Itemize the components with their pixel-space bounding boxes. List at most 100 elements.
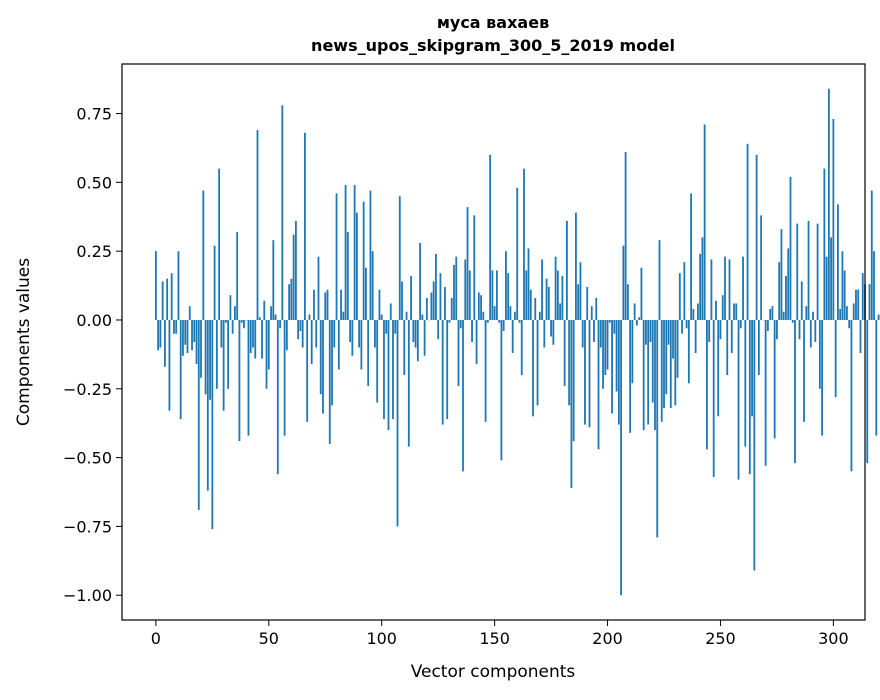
bar [442, 320, 444, 425]
bar [559, 303, 561, 320]
bar [275, 314, 277, 320]
bar [616, 320, 618, 392]
bar [862, 273, 864, 320]
bar [381, 314, 383, 320]
bar [733, 303, 735, 320]
bar [713, 320, 715, 477]
bar [557, 270, 559, 320]
bar [460, 320, 462, 328]
bar [498, 320, 500, 323]
bar [659, 240, 661, 320]
bar [525, 270, 527, 320]
bar [521, 320, 523, 375]
bar [290, 279, 292, 320]
bar [476, 320, 478, 364]
bar [239, 320, 241, 441]
bar [672, 320, 674, 359]
bar [835, 320, 837, 397]
bar [440, 273, 442, 320]
bar [577, 284, 579, 320]
bar [794, 320, 796, 463]
bar [193, 320, 195, 342]
bar [837, 204, 839, 320]
y-tick-label: 0.25 [76, 242, 112, 261]
bar [724, 257, 726, 320]
bar [720, 320, 722, 339]
bar [225, 320, 227, 323]
bar [313, 290, 315, 320]
bar [650, 320, 652, 342]
bar [875, 320, 877, 436]
bar [268, 320, 270, 370]
bar [753, 320, 755, 570]
bar [530, 290, 532, 320]
bar [729, 259, 731, 320]
x-tick-label: 300 [818, 629, 849, 648]
bar [571, 320, 573, 488]
bar [254, 320, 256, 359]
bar [742, 257, 744, 320]
bar [744, 320, 746, 447]
bar [823, 169, 825, 320]
bar [598, 320, 600, 449]
bar [674, 320, 676, 405]
bar [349, 320, 351, 342]
bar [356, 213, 358, 320]
bar [873, 251, 875, 320]
y-tick-label: −0.50 [63, 449, 112, 468]
bar [853, 303, 855, 320]
bar [622, 246, 624, 320]
bar [230, 295, 232, 320]
bar [347, 232, 349, 320]
bar [747, 144, 749, 320]
bar [419, 243, 421, 320]
bar [814, 320, 816, 342]
bar [602, 320, 604, 389]
bar [169, 320, 171, 411]
bar [363, 202, 365, 320]
bar [401, 281, 403, 320]
bar [532, 320, 534, 416]
bar [467, 207, 469, 320]
bar [379, 290, 381, 320]
bar [327, 290, 329, 320]
bar [424, 320, 426, 356]
x-tick-label: 0 [151, 629, 161, 648]
bar [234, 306, 236, 320]
bar [286, 320, 288, 350]
x-axis-label: Vector components [411, 662, 576, 682]
bar [331, 320, 333, 405]
bar [866, 320, 868, 463]
bar [415, 320, 417, 348]
bar [315, 320, 317, 348]
bar [692, 309, 694, 320]
bar [751, 320, 753, 416]
bar [568, 320, 570, 405]
bar [182, 320, 184, 356]
bar [157, 320, 159, 350]
y-tick-label: 0.50 [76, 173, 112, 192]
bar [654, 320, 656, 430]
bar [311, 320, 313, 364]
bar [388, 320, 390, 430]
bar [284, 320, 286, 436]
bar [792, 320, 794, 323]
bar [272, 240, 274, 320]
bar [776, 320, 778, 339]
bar [309, 314, 311, 320]
bar [270, 306, 272, 320]
bar [279, 320, 281, 328]
bar [595, 298, 597, 320]
bar [248, 320, 250, 436]
bar [869, 284, 871, 320]
bar [403, 320, 405, 375]
bar [196, 320, 198, 364]
bar [573, 320, 575, 441]
bar [205, 320, 207, 394]
bar [277, 320, 279, 474]
bar [801, 281, 803, 320]
bar [189, 306, 191, 320]
bar [717, 320, 719, 416]
bar [575, 213, 577, 320]
